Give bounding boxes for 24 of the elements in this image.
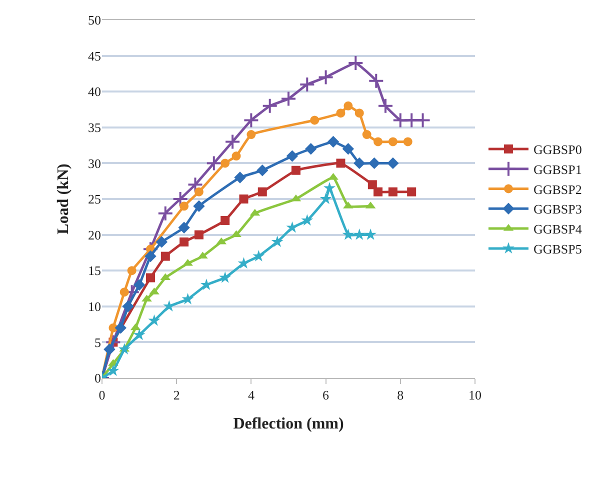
- x-axis-title: Deflection (mm): [233, 415, 344, 432]
- y-tick-label: 35: [88, 120, 101, 135]
- legend-label: GGBSP2: [533, 182, 582, 197]
- y-tick-label: 10: [88, 298, 101, 314]
- legend-label: GGBSP0: [533, 142, 582, 158]
- y-tick-label: 45: [88, 48, 101, 64]
- legend-label: GGBSP1: [533, 162, 582, 177]
- legend-label: GGBSP4: [533, 222, 582, 237]
- x-tick-label: 4: [248, 388, 255, 403]
- legend-label: GGBSP3: [533, 202, 582, 217]
- y-tick-label: 0: [94, 370, 101, 386]
- x-tick-label: 2: [173, 388, 180, 403]
- x-tick-label: 10: [468, 388, 482, 403]
- y-tick-label: 5: [94, 334, 101, 350]
- y-tick-label: 15: [88, 263, 101, 278]
- y-tick-label: 20: [88, 227, 101, 242]
- y-tick-label: 25: [88, 192, 101, 207]
- legend-label: GGBSP5: [533, 242, 582, 257]
- y-axis-title: Load (kN): [54, 164, 72, 234]
- y-tick-label: 50: [88, 12, 101, 28]
- x-tick-label: 6: [322, 388, 330, 403]
- x-tick-label: 8: [397, 388, 404, 403]
- y-tick-label: 30: [88, 156, 101, 171]
- y-tick-label: 40: [88, 84, 101, 100]
